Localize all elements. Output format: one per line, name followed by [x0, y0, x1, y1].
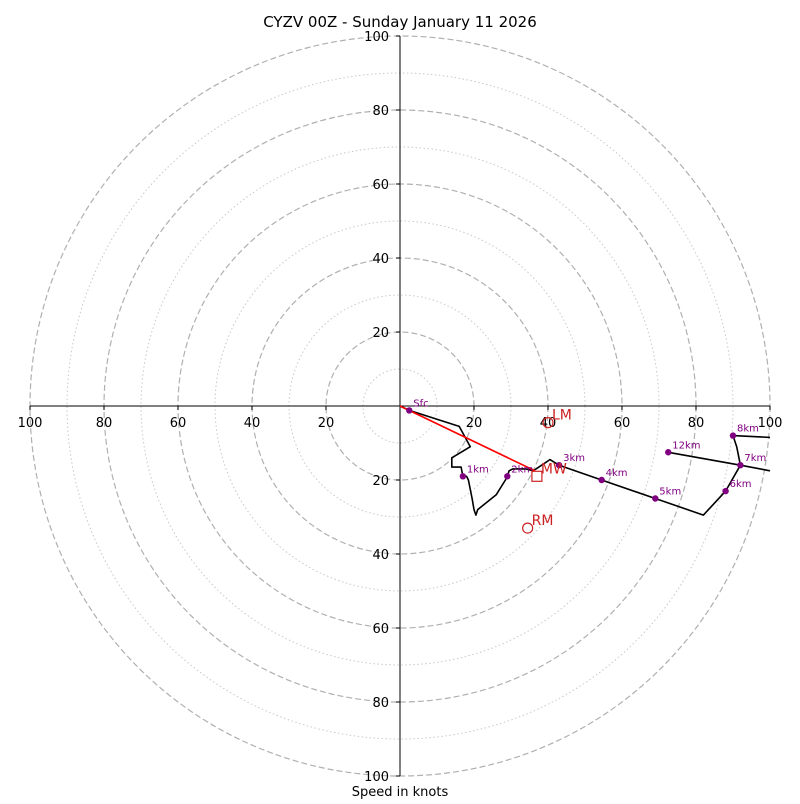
y-tick-label: 20: [372, 474, 389, 489]
height-point-7km: [737, 462, 744, 469]
storm-marker-lm: [542, 417, 554, 429]
storm-label-rm: RM: [532, 513, 554, 529]
storm-label-mw: MW: [541, 461, 567, 477]
x-tick-label: 60: [614, 416, 631, 431]
height-point-12km: [665, 449, 672, 456]
x-axis-label: Speed in knots: [352, 785, 449, 800]
x-tick-label: 20: [318, 416, 335, 431]
x-tick-label: 40: [244, 416, 261, 431]
y-tick-label: 100: [364, 770, 389, 785]
storm-marker-rm: [522, 522, 534, 534]
x-tick-label: 80: [688, 416, 705, 431]
height-label-8km: 8km: [737, 424, 759, 435]
y-tick-label: 20: [372, 326, 389, 341]
upper-trace-line: [668, 434, 771, 467]
height-point-4km: [598, 476, 605, 484]
height-label-1km: 1km: [467, 464, 489, 475]
height-label-4km: 4km: [606, 468, 628, 479]
height-label-7km: 7km: [744, 453, 766, 464]
height-label-3km: 3km: [563, 453, 585, 464]
y-tick-label: 100: [364, 30, 389, 45]
x-tick-label: 100: [758, 416, 783, 431]
wind-trace-line: [399, 405, 771, 516]
y-tick-label: 40: [372, 548, 389, 563]
y-tick-label: 60: [372, 178, 389, 193]
wind-trace-group: [399, 405, 771, 516]
y-tick-label: 40: [372, 252, 389, 267]
height-point-8km: [729, 432, 737, 439]
storm-label-lm: LM: [552, 408, 572, 424]
height-label-2km: 2km: [511, 464, 533, 475]
x-tick-label: 20: [466, 416, 483, 431]
height-points-group: Sfc 1km 2km 3km 4km 5km 6km 7km 8km 12km: [406, 398, 766, 502]
y-tick-label: 80: [372, 696, 389, 711]
height-label-6km: 6km: [730, 479, 752, 490]
height-point-6km: [722, 487, 729, 495]
y-tick-label: 60: [372, 622, 389, 637]
y-tick-label: 80: [372, 104, 389, 119]
height-label-5km: 5km: [659, 487, 681, 498]
height-point-2km: [504, 473, 511, 480]
x-tick-label: 60: [170, 416, 187, 431]
tick-labels: 100 80 60 40 20 20 40 60 80 100100806040202040608…: [18, 30, 783, 785]
x-tick-label: 80: [96, 416, 113, 431]
height-point-5km: [652, 495, 659, 502]
height-point-1km: [459, 473, 467, 480]
storm-marker-mw: [531, 470, 543, 482]
height-label-12km: 12km: [672, 440, 700, 451]
x-tick-label: 100: [18, 416, 43, 431]
bunkers-line: [399, 405, 536, 472]
chart-title: CYZV 00Z - Sunday January 11 2026: [263, 13, 537, 31]
height-point-sfc: [406, 407, 413, 414]
storm-motion-group: LM MW RM: [522, 408, 572, 534]
height-label-sfc: Sfc: [413, 398, 428, 409]
height-point-3km: [555, 462, 563, 469]
